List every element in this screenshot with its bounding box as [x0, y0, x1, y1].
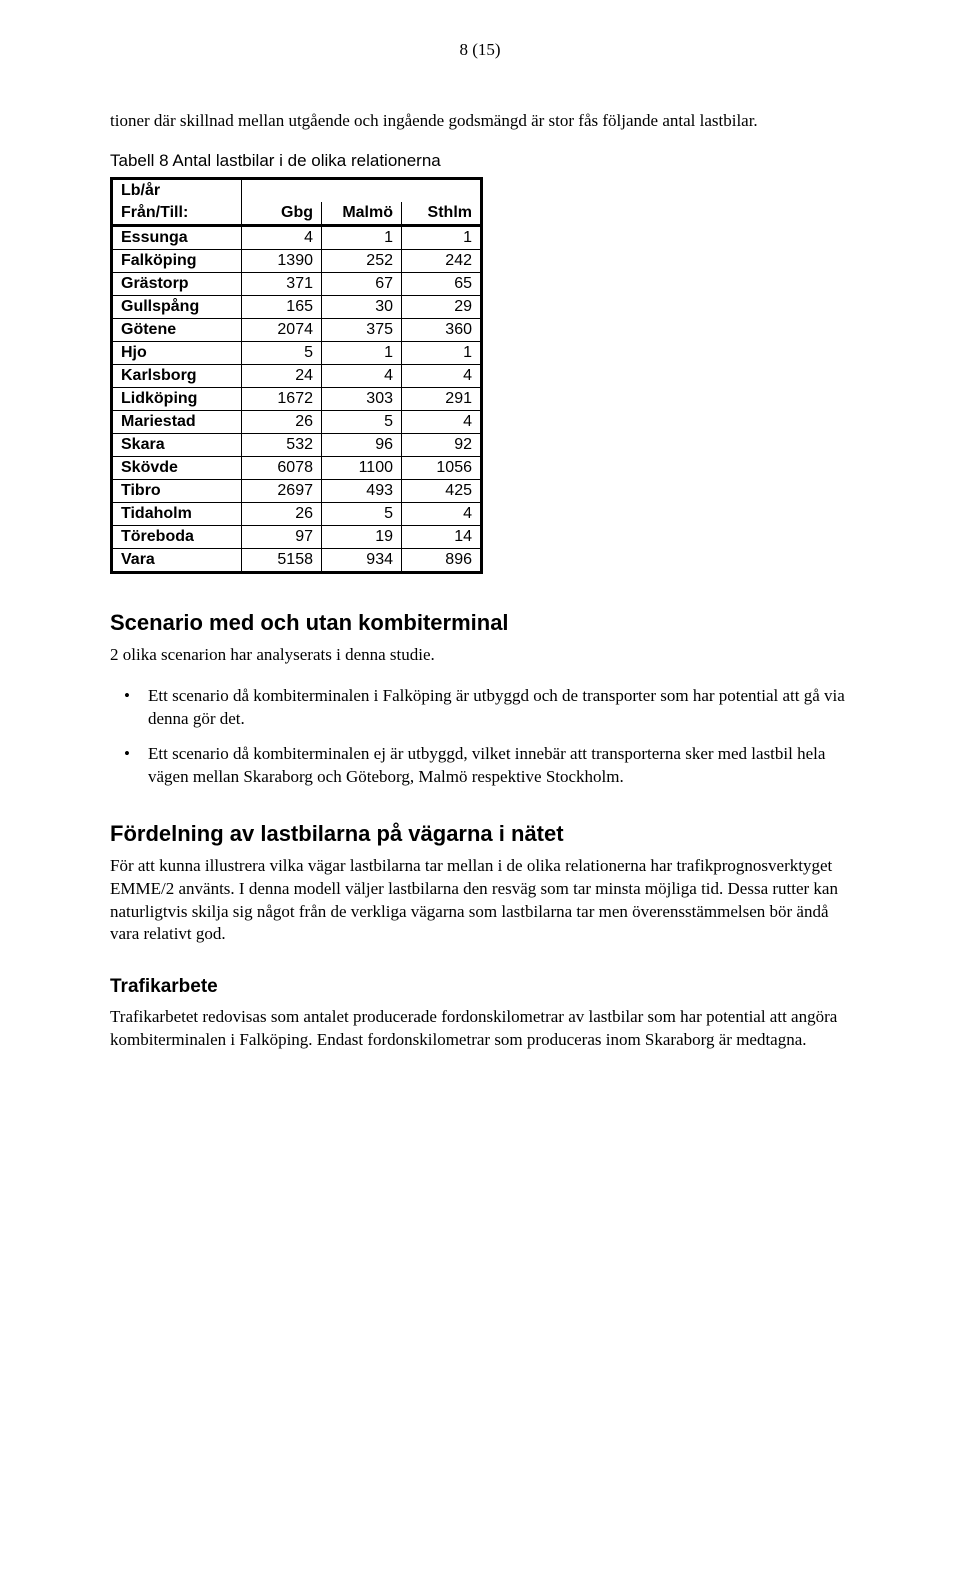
table-cell: 165: [242, 295, 322, 318]
table-caption: Tabell 8 Antal lastbilar i de olika rela…: [110, 151, 850, 171]
table-cell: 1100: [322, 456, 402, 479]
table-cell: 493: [322, 479, 402, 502]
table-row-label: Skara: [112, 433, 242, 456]
table-cell: 96: [322, 433, 402, 456]
table-cell: 97: [242, 525, 322, 548]
table-cell: 24: [242, 364, 322, 387]
table-column-header: Malmö: [322, 202, 402, 226]
table-header-blank: [402, 178, 482, 202]
table-cell: 4: [242, 225, 322, 249]
table-cell: 532: [242, 433, 322, 456]
page-number: 8 (15): [110, 40, 850, 60]
table-cell: 26: [242, 502, 322, 525]
table-cell: 371: [242, 272, 322, 295]
table-cell: 5: [322, 502, 402, 525]
bullet-item: Ett scenario då kombiterminalen ej är ut…: [110, 743, 850, 789]
table-cell: 425: [402, 479, 482, 502]
table-cell: 242: [402, 249, 482, 272]
table-row-label: Grästorp: [112, 272, 242, 295]
table-cell: 2074: [242, 318, 322, 341]
table-column-header: Gbg: [242, 202, 322, 226]
table-cell: 4: [402, 364, 482, 387]
table-row-label: Töreboda: [112, 525, 242, 548]
table-cell: 896: [402, 548, 482, 572]
fordelning-heading: Fördelning av lastbilarna på vägarna i n…: [110, 821, 850, 847]
table-cell: 303: [322, 387, 402, 410]
table-cell: 5158: [242, 548, 322, 572]
table-cell: 4: [402, 410, 482, 433]
table-row-label: Essunga: [112, 225, 242, 249]
table-cell: 4: [402, 502, 482, 525]
lastbilar-table: Lb/årFrån/Till:GbgMalmöSthlmEssunga411Fa…: [110, 177, 483, 574]
trafik-para: Trafikarbetet redovisas som antalet prod…: [110, 1006, 850, 1052]
table-cell: 360: [402, 318, 482, 341]
table-row-label: Karlsborg: [112, 364, 242, 387]
trafik-heading: Trafikarbete: [110, 976, 850, 998]
table-cell: 1: [402, 225, 482, 249]
table-cell: 1056: [402, 456, 482, 479]
bullet-item: Ett scenario då kombiterminalen i Falköp…: [110, 685, 850, 731]
table-cell: 5: [242, 341, 322, 364]
table-cell: 291: [402, 387, 482, 410]
table-corner-top: Lb/år: [112, 178, 242, 202]
table-cell: 6078: [242, 456, 322, 479]
table-header-blank: [242, 178, 322, 202]
table-row-label: Vara: [112, 548, 242, 572]
table-cell: 1672: [242, 387, 322, 410]
table-row-label: Falköping: [112, 249, 242, 272]
table-header-blank: [322, 178, 402, 202]
table-row-label: Hjo: [112, 341, 242, 364]
table-cell: 19: [322, 525, 402, 548]
table-row-label: Tibro: [112, 479, 242, 502]
scenario-bullets: Ett scenario då kombiterminalen i Falköp…: [110, 685, 850, 789]
table-cell: 26: [242, 410, 322, 433]
table-cell: 252: [322, 249, 402, 272]
table-cell: 2697: [242, 479, 322, 502]
table-row-label: Gullspång: [112, 295, 242, 318]
table-row-label: Götene: [112, 318, 242, 341]
table-cell: 1390: [242, 249, 322, 272]
intro-paragraph: tioner där skillnad mellan utgående och …: [110, 110, 850, 133]
table-cell: 1: [322, 225, 402, 249]
table-cell: 934: [322, 548, 402, 572]
table-cell: 30: [322, 295, 402, 318]
table-row-label: Tidaholm: [112, 502, 242, 525]
table-row-label: Skövde: [112, 456, 242, 479]
table-row-label: Mariestad: [112, 410, 242, 433]
table-row-label: Lidköping: [112, 387, 242, 410]
scenario-heading: Scenario med och utan kombiterminal: [110, 610, 850, 636]
table-cell: 14: [402, 525, 482, 548]
table-cell: 67: [322, 272, 402, 295]
document-page: 8 (15) tioner där skillnad mellan utgåen…: [0, 0, 960, 1587]
scenario-intro: 2 olika scenarion har analyserats i denn…: [110, 644, 850, 667]
table-cell: 1: [322, 341, 402, 364]
table-cell: 375: [322, 318, 402, 341]
table-cell: 92: [402, 433, 482, 456]
table-cell: 1: [402, 341, 482, 364]
table-cell: 65: [402, 272, 482, 295]
fordelning-para: För att kunna illustrera vilka vägar las…: [110, 855, 850, 947]
table-cell: 5: [322, 410, 402, 433]
table-column-header: Sthlm: [402, 202, 482, 226]
table-cell: 29: [402, 295, 482, 318]
table-corner-bottom: Från/Till:: [112, 202, 242, 226]
table-cell: 4: [322, 364, 402, 387]
